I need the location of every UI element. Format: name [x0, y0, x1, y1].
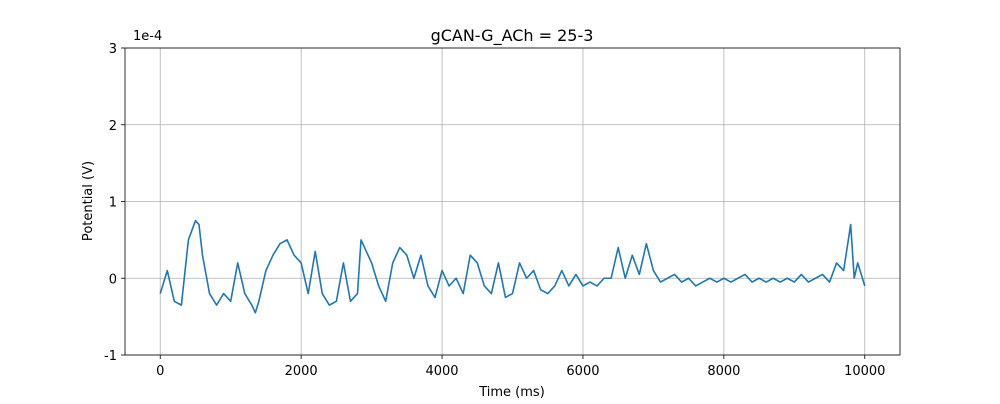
y-offset-label: 1e-4: [133, 29, 162, 44]
x-axis-label: Time (ms): [478, 385, 545, 400]
y-tick-label: 0: [109, 272, 117, 287]
y-axis-label: Potential (V): [81, 161, 96, 241]
plot-frame: [124, 47, 901, 356]
y-tick-label: 1: [109, 196, 117, 211]
y-tick-label: -1: [104, 349, 117, 364]
x-tick-label: 6000: [566, 364, 599, 379]
x-tick-label: 2000: [285, 364, 318, 379]
y-tick-label: 3: [109, 42, 117, 57]
x-tick-label: 10000: [844, 364, 885, 379]
x-tick-label: 8000: [707, 364, 740, 379]
y-tick-label: 2: [109, 119, 117, 134]
x-tick-label: 4000: [425, 364, 458, 379]
data-line: [159, 219, 866, 314]
chart-title: gCAN-G_ACh = 25-3: [431, 26, 594, 46]
x-tick-label: 0: [156, 364, 164, 379]
